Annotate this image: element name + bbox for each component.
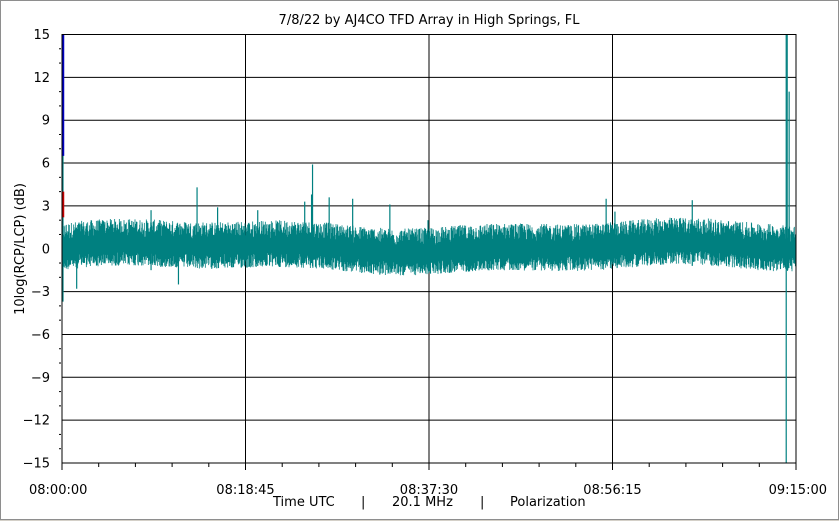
chart-title: 7/8/22 by AJ4CO TFD Array in High Spring… (279, 13, 581, 28)
y-tick-label: 0 (42, 242, 50, 257)
footer-separator-2: | (480, 495, 485, 510)
y-tick-label: 3 (42, 199, 50, 214)
x-tick-label: 08:00:00 (29, 483, 87, 498)
frequency-label: 20.1 MHz (392, 495, 453, 510)
y-tick-label: −3 (31, 285, 50, 300)
mode-label: Polarization (510, 495, 586, 510)
x-tick-label: 09:15:00 (769, 483, 827, 498)
y-tick-label: 9 (42, 114, 50, 129)
x-tick-label: 08:18:45 (216, 483, 274, 498)
x-axis-label: Time UTC (273, 495, 335, 510)
footer-separator-1: | (361, 495, 366, 510)
y-tick-label: 6 (42, 157, 50, 172)
x-tick-label: 08:56:15 (583, 483, 641, 498)
y-tick-label: −9 (31, 371, 50, 386)
y-axis-label: 10log(RCP/LCP) (dB) (13, 183, 28, 315)
y-tick-label: −15 (23, 457, 50, 472)
chart-footer: Time UTC | 20.1 MHz | Polarization (1, 495, 839, 513)
y-tick-label: −6 (31, 328, 50, 343)
y-tick-label: −12 (23, 414, 50, 429)
x-tick-label: 08:37:30 (400, 483, 458, 498)
y-tick-label: 12 (33, 71, 50, 86)
y-tick-label: 15 (33, 28, 50, 43)
